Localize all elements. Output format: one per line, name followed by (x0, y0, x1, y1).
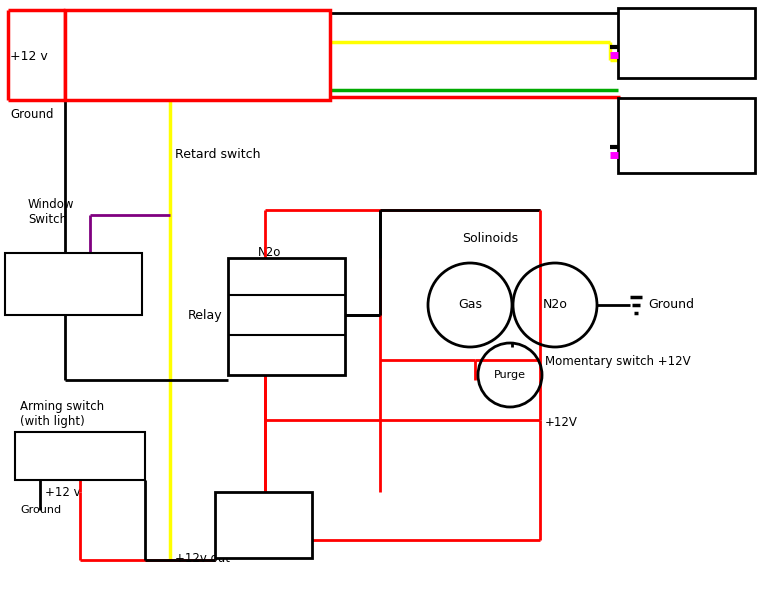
Text: +12v out: +12v out (175, 551, 230, 565)
Bar (618, 98, 755, 173)
Text: Mallory 685 Box: Mallory 685 Box (136, 47, 258, 62)
Text: Ground: Ground (20, 505, 61, 515)
Bar (15, 432, 145, 480)
Text: Window
Switch: Window Switch (28, 198, 74, 226)
Text: N2o: N2o (258, 245, 282, 259)
Text: Wot
Switch: Wot Switch (242, 511, 284, 539)
Text: +12 v: +12 v (10, 50, 48, 64)
Text: Retard switch: Retard switch (175, 148, 261, 161)
Text: Momentary switch +12V: Momentary switch +12V (545, 355, 691, 368)
Text: +12V: +12V (545, 415, 578, 428)
Text: 86: 86 (244, 308, 260, 322)
Text: Relay: Relay (187, 308, 222, 322)
Text: Solinoids: Solinoids (462, 232, 518, 245)
Text: 94-95
Coil: 94-95 Coil (668, 29, 704, 57)
Text: Fuel pressure
safety switch: Fuel pressure safety switch (36, 273, 110, 295)
Bar (65, 10, 330, 100)
Text: Gas: Gas (458, 298, 482, 311)
Text: 30: 30 (278, 349, 294, 361)
Text: Purge: Purge (494, 370, 526, 380)
Bar (5, 253, 142, 315)
Text: +12 v: +12 v (45, 485, 81, 499)
Text: N2o: N2o (542, 298, 567, 311)
Text: Ground: Ground (648, 298, 694, 311)
Text: Ignition
Harness: Ignition Harness (660, 121, 712, 149)
Text: Ground: Ground (10, 109, 54, 121)
Text: Arming switch
(with light): Arming switch (with light) (20, 400, 104, 428)
Bar (618, 8, 755, 78)
Text: 85: 85 (306, 308, 322, 322)
Text: 87: 87 (278, 269, 294, 283)
Bar (228, 258, 345, 375)
Bar (215, 492, 312, 558)
